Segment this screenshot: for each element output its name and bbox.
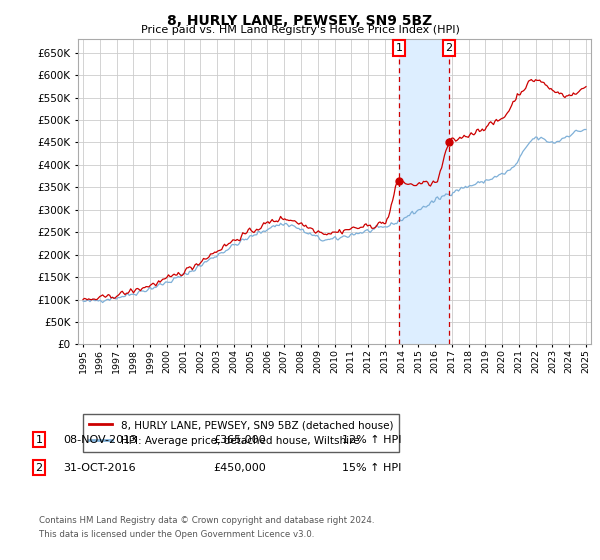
Text: Contains HM Land Registry data © Crown copyright and database right 2024.: Contains HM Land Registry data © Crown c… — [39, 516, 374, 525]
Text: 31-OCT-2016: 31-OCT-2016 — [63, 463, 136, 473]
Text: 15% ↑ HPI: 15% ↑ HPI — [342, 463, 401, 473]
Text: 1: 1 — [395, 43, 403, 53]
Text: 8, HURLY LANE, PEWSEY, SN9 5BZ: 8, HURLY LANE, PEWSEY, SN9 5BZ — [167, 14, 433, 28]
Text: £365,000: £365,000 — [213, 435, 266, 445]
Text: Price paid vs. HM Land Registry's House Price Index (HPI): Price paid vs. HM Land Registry's House … — [140, 25, 460, 35]
Text: 2: 2 — [445, 43, 452, 53]
Text: 2: 2 — [35, 463, 43, 473]
Legend: 8, HURLY LANE, PEWSEY, SN9 5BZ (detached house), HPI: Average price, detached ho: 8, HURLY LANE, PEWSEY, SN9 5BZ (detached… — [83, 414, 400, 452]
Text: This data is licensed under the Open Government Licence v3.0.: This data is licensed under the Open Gov… — [39, 530, 314, 539]
Text: 12% ↑ HPI: 12% ↑ HPI — [342, 435, 401, 445]
Bar — [399, 39, 449, 344]
Text: 08-NOV-2013: 08-NOV-2013 — [63, 435, 137, 445]
Text: £450,000: £450,000 — [213, 463, 266, 473]
Text: 1: 1 — [35, 435, 43, 445]
